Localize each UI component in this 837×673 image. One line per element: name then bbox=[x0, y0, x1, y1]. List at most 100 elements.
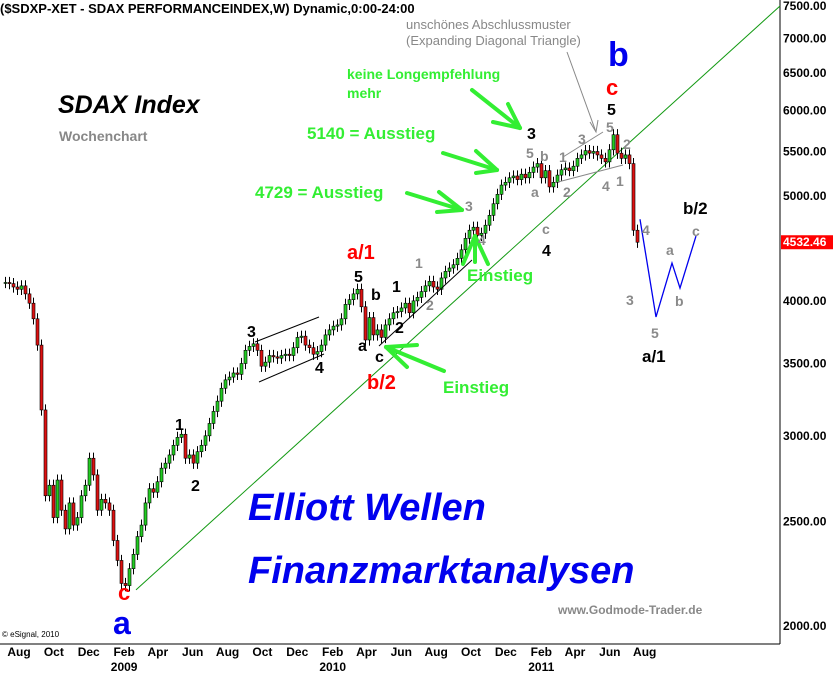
candle-body bbox=[215, 400, 220, 412]
candle-body bbox=[483, 224, 488, 234]
candle-body bbox=[71, 502, 76, 526]
watermark-line1: Elliott Wellen bbox=[248, 487, 486, 529]
candle-body bbox=[383, 324, 388, 338]
candle-body bbox=[155, 481, 160, 493]
year-tick-label: 2011 bbox=[528, 660, 554, 673]
candle-body bbox=[467, 229, 472, 239]
copyright-label: © eSignal, 2010 bbox=[2, 630, 60, 639]
wave-label: b/2 bbox=[367, 372, 396, 394]
wave-label: 1 bbox=[559, 149, 567, 165]
candle-body bbox=[159, 467, 164, 483]
chart-header: ($SDXP-XET - SDAX PERFORMANCEINDEX,W) Dy… bbox=[0, 1, 415, 16]
wave-label: a/1 bbox=[642, 347, 666, 366]
candle-body bbox=[387, 318, 392, 326]
candle-body bbox=[575, 158, 580, 167]
candle-body bbox=[599, 154, 604, 159]
candle-body bbox=[183, 433, 188, 459]
wave-label: 3 bbox=[626, 292, 634, 308]
price-tick-label: 4000.00 bbox=[783, 294, 827, 308]
month-tick-label: Apr bbox=[356, 645, 377, 659]
candle-body bbox=[207, 423, 212, 437]
candle-body bbox=[267, 355, 272, 363]
candle-body bbox=[283, 353, 288, 356]
channel-lines bbox=[254, 259, 473, 383]
candle-body bbox=[23, 285, 28, 295]
candle-body bbox=[487, 215, 492, 226]
candle-body bbox=[371, 317, 376, 336]
month-tick-label: Feb bbox=[322, 645, 343, 659]
arrow-4729-ausstieg bbox=[405, 190, 464, 214]
candle-body bbox=[335, 324, 340, 327]
chart-title: SDAX Index bbox=[58, 91, 201, 119]
wave-label: b bbox=[371, 287, 381, 304]
candle-body bbox=[127, 568, 132, 586]
candle-body bbox=[607, 149, 612, 163]
candle-body bbox=[339, 318, 344, 326]
candle-body bbox=[579, 154, 584, 159]
candle-body bbox=[315, 351, 320, 355]
candle-body bbox=[191, 454, 196, 464]
candle-body bbox=[375, 329, 380, 336]
note-einstieg-lower: Einstieg bbox=[443, 378, 509, 397]
arrow-einstieg-lower bbox=[384, 343, 446, 373]
candle-body bbox=[83, 484, 88, 497]
month-tick-label: Jun bbox=[391, 645, 412, 659]
wave-label: 5 bbox=[606, 119, 614, 135]
wave-label: a bbox=[666, 242, 674, 258]
candle-body bbox=[563, 167, 568, 171]
candle-body bbox=[407, 302, 412, 314]
candle-body bbox=[39, 344, 44, 411]
candle-body bbox=[47, 484, 52, 497]
chart-subtitle: Wochenchart bbox=[59, 128, 148, 144]
wave-label: b bbox=[675, 293, 684, 309]
arrow-einstieg-upper bbox=[461, 234, 490, 266]
candle-body bbox=[395, 311, 400, 314]
candle-body bbox=[411, 300, 416, 314]
candle-body bbox=[327, 329, 332, 336]
candle-body bbox=[619, 152, 624, 159]
candle-body bbox=[391, 312, 396, 320]
candle-body bbox=[523, 173, 528, 179]
candle-body bbox=[27, 293, 32, 304]
candle-body bbox=[351, 293, 356, 300]
diagonal-triangle-lines bbox=[557, 51, 624, 183]
trendline-layer bbox=[135, 5, 781, 591]
candle-body bbox=[587, 150, 592, 154]
candle-body bbox=[507, 177, 512, 183]
month-tick-label: Jun bbox=[599, 645, 620, 659]
pattern-note-line2: (Expanding Diagonal Triangle) bbox=[406, 33, 581, 48]
candle-body bbox=[7, 282, 12, 284]
candle-body bbox=[423, 285, 428, 292]
candle-body bbox=[531, 166, 536, 173]
candle-body bbox=[163, 462, 168, 469]
candle-body bbox=[291, 347, 296, 356]
candle-body bbox=[359, 288, 364, 308]
month-tick-label: Aug bbox=[424, 645, 447, 659]
candle-body bbox=[323, 334, 328, 346]
candles-layer bbox=[3, 129, 640, 592]
last-price-badge bbox=[781, 235, 833, 250]
month-tick-label: Feb bbox=[531, 645, 552, 659]
wave-label: 5 bbox=[526, 145, 534, 161]
candle-body bbox=[119, 560, 124, 584]
candle-body bbox=[419, 291, 424, 298]
wave-label: 1 bbox=[392, 279, 401, 296]
pattern-note-line1: unschönes Abschlussmuster bbox=[406, 17, 571, 32]
wave-label: 5 bbox=[651, 325, 659, 341]
candle-body bbox=[451, 264, 456, 269]
candle-body bbox=[211, 411, 216, 424]
wave-label: 1 bbox=[415, 255, 423, 271]
wave-label: c bbox=[375, 349, 384, 366]
note-4729-ausstieg: 4729 = Ausstieg bbox=[255, 183, 383, 202]
candle-body bbox=[219, 387, 224, 402]
note-einstieg-upper: Einstieg bbox=[467, 266, 533, 285]
candle-body bbox=[63, 509, 68, 530]
candle-body bbox=[115, 540, 120, 561]
candle-body bbox=[591, 151, 596, 154]
candle-body bbox=[635, 229, 640, 243]
candle-body bbox=[251, 343, 256, 347]
candle-body bbox=[623, 154, 628, 159]
wave-label: c bbox=[606, 75, 618, 100]
candle-body bbox=[195, 451, 200, 464]
price-tick-label: 5000.00 bbox=[783, 189, 827, 203]
